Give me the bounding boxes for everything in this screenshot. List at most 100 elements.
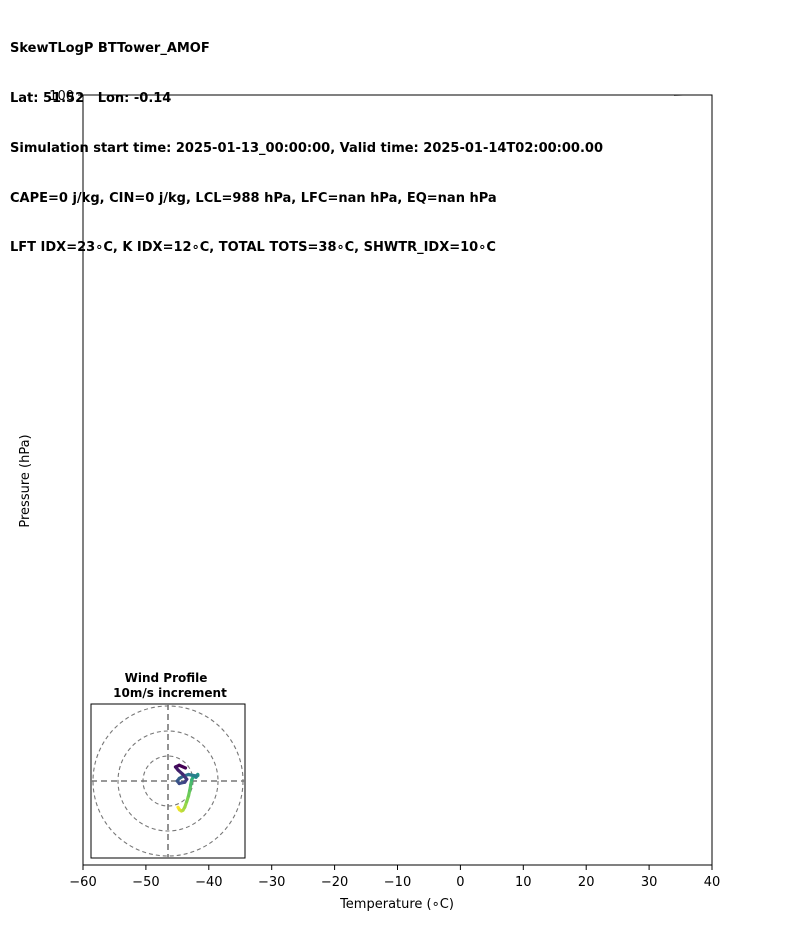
- dry-adiabat: [0, 0, 478, 95]
- indices-line: LFT IDX=23∘C, K IDX=12∘C, TOTAL TOTS=38∘…: [10, 240, 496, 256]
- dry-adiabat: [12, 0, 606, 95]
- isotherm-line: [648, 95, 650, 96]
- isotherm-line: [397, 95, 398, 96]
- moist-adiabat: [0, 0, 359, 95]
- dry-adiabat: [337, 95, 339, 96]
- barb-flag-full: [673, 37, 678, 49]
- axes-ticks: −60−50−40−30−20−100102030401002003004005…: [49, 89, 721, 890]
- dry-adiabat: [207, 95, 208, 96]
- isotherm-line: [517, 0, 794, 95]
- isotherm-line: [522, 95, 524, 96]
- dry-adiabat: [239, 95, 241, 96]
- cape-fill-layer: [70, 0, 574, 95]
- wind-barb: [673, 95, 701, 96]
- barb-flag-full: [677, 95, 678, 96]
- parcel-profile: [70, 0, 481, 95]
- y-axis-label: Pressure (hPa): [18, 434, 33, 527]
- isotherm-line: [585, 95, 587, 96]
- hodograph-ring: [117, 730, 219, 832]
- background-lines: [0, 0, 794, 96]
- moist-adiabat: [0, 0, 391, 95]
- dry-adiabat: [468, 95, 469, 96]
- wind-barb: [669, 37, 712, 49]
- hodograph-subtitle: 10m/s increment: [113, 686, 227, 700]
- moist-adiabat: [1, 0, 486, 95]
- chart-title: SkewTLogP BTTower_AMOF: [10, 41, 210, 57]
- dry-adiabat: [272, 95, 274, 96]
- wind-barbs: [669, 0, 712, 96]
- profile-layer: [70, 0, 481, 96]
- moist-adiabat: [562, 95, 564, 96]
- hodograph-plot: [91, 704, 245, 858]
- isotherm-line: [454, 0, 775, 95]
- temperature-profile: [466, 95, 468, 96]
- wind-barb: [669, 0, 712, 9]
- moist-adiabat: [420, 95, 422, 96]
- isotherm-line: [711, 95, 712, 96]
- dry-adiabat: [77, 0, 733, 95]
- moist-adiabat: [205, 95, 206, 96]
- dry-adiabat: [0, 0, 287, 95]
- x-tick-label: −10: [384, 875, 411, 890]
- dry-adiabat: [370, 95, 371, 96]
- moist-adiabat: [297, 95, 299, 96]
- time-line: Simulation start time: 2025-01-13_00:00:…: [10, 140, 603, 156]
- x-tick-label: −30: [258, 875, 285, 890]
- x-tick-label: −60: [69, 875, 96, 890]
- moist-adiabat: [0, 0, 328, 95]
- x-tick-label: −40: [195, 875, 222, 890]
- cape-line: CAPE=0 j/kg, CIN=0 j/kg, LCL=988 hPa, LF…: [10, 190, 497, 206]
- barb-flag-full: [669, 0, 674, 9]
- moist-adiabat: [135, 95, 136, 96]
- barb-flag-full: [677, 37, 682, 49]
- dry-adiabat: [109, 95, 111, 96]
- barb-flag-full: [673, 95, 674, 96]
- x-axis-label: Temperature (∘C): [339, 897, 454, 912]
- barb-flag-half: [679, 3, 682, 9]
- barb-flag-full: [673, 0, 678, 9]
- dry-adiabat: [0, 0, 414, 95]
- isotherm-line: [334, 95, 335, 96]
- y-tick-label: 100: [49, 89, 74, 104]
- dry-adiabat: [500, 95, 502, 96]
- isotherm-line: [145, 95, 146, 96]
- hodograph-title: Wind Profile: [125, 671, 208, 685]
- isotherm-line: [705, 0, 794, 95]
- isotherm-line: [0, 0, 20, 95]
- isotherm-line: [0, 0, 83, 95]
- isotherm-line: [271, 95, 272, 96]
- dry-adiabat: [142, 95, 143, 96]
- chart-header: SkewTLogP BTTower_AMOF Lat: 51.52 Lon: -…: [10, 8, 603, 274]
- isotherm-line: [459, 95, 461, 96]
- dry-adiabat: [0, 0, 542, 95]
- barb-shaft: [674, 8, 712, 9]
- x-tick-label: 30: [641, 875, 658, 890]
- dry-adiabat: [305, 95, 306, 96]
- dry-adiabat: [44, 0, 669, 95]
- barb-flag-full: [669, 37, 674, 49]
- moist-adiabat: [0, 0, 454, 95]
- isotherm-line: [208, 95, 209, 96]
- x-tick-label: −50: [132, 875, 159, 890]
- dry-adiabat: [402, 95, 404, 96]
- dry-adiabat: [174, 95, 176, 96]
- x-tick-label: 20: [578, 875, 595, 890]
- x-tick-label: 0: [456, 875, 464, 890]
- hodograph-segment: [177, 763, 188, 770]
- moist-adiabat: [80, 0, 548, 95]
- moist-adiabat: [0, 0, 422, 95]
- dewpoint-profile: [397, 95, 399, 96]
- x-tick-label: 10: [515, 875, 532, 890]
- dry-adiabat: [435, 95, 437, 96]
- barb-shaft: [674, 48, 712, 49]
- x-tick-label: 40: [704, 875, 721, 890]
- isotherm-line: [642, 0, 794, 95]
- x-tick-label: −20: [321, 875, 348, 890]
- isotherm-line: [580, 0, 794, 95]
- moist-adiabat: [37, 0, 517, 95]
- barb-flag-full: [681, 95, 682, 96]
- cin-shading: [70, 0, 574, 95]
- dry-adiabat: [0, 0, 350, 95]
